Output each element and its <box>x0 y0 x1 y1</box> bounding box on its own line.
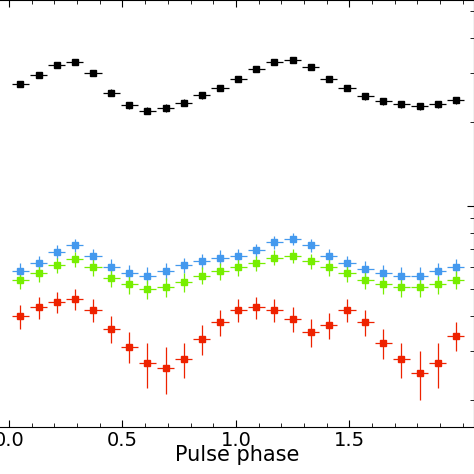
Text: Pulse phase: Pulse phase <box>175 445 299 465</box>
